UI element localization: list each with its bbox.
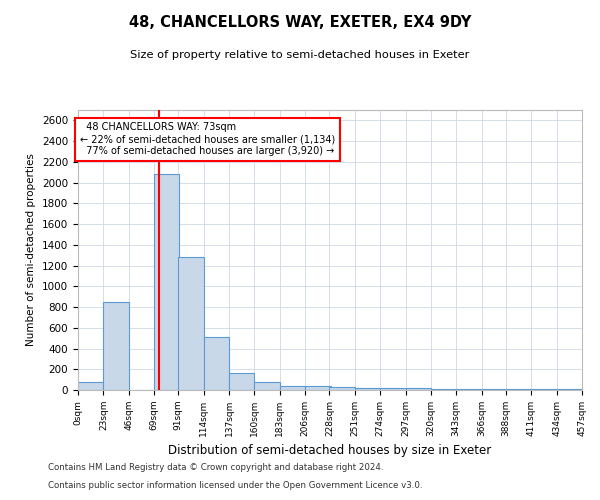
Bar [305,386,331,390]
Bar [355,388,380,390]
Bar [280,386,305,390]
Bar [204,337,229,390]
Bar [78,382,103,390]
Text: Contains public sector information licensed under the Open Government Licence v3: Contains public sector information licen… [48,481,422,490]
Text: Size of property relative to semi-detached houses in Exeter: Size of property relative to semi-detach… [130,50,470,60]
Bar [178,258,204,390]
Bar [103,302,129,390]
Y-axis label: Number of semi-detached properties: Number of semi-detached properties [26,154,37,346]
X-axis label: Distribution of semi-detached houses by size in Exeter: Distribution of semi-detached houses by … [169,444,491,458]
Bar [154,174,179,390]
Bar [329,388,355,390]
Bar [380,388,406,390]
Text: 48, CHANCELLORS WAY, EXETER, EX4 9DY: 48, CHANCELLORS WAY, EXETER, EX4 9DY [129,15,471,30]
Text: 48 CHANCELLORS WAY: 73sqm
← 22% of semi-detached houses are smaller (1,134)
  77: 48 CHANCELLORS WAY: 73sqm ← 22% of semi-… [80,122,335,156]
Bar [406,388,431,390]
Bar [254,382,280,390]
Text: Contains HM Land Registry data © Crown copyright and database right 2024.: Contains HM Land Registry data © Crown c… [48,464,383,472]
Bar [229,373,254,390]
